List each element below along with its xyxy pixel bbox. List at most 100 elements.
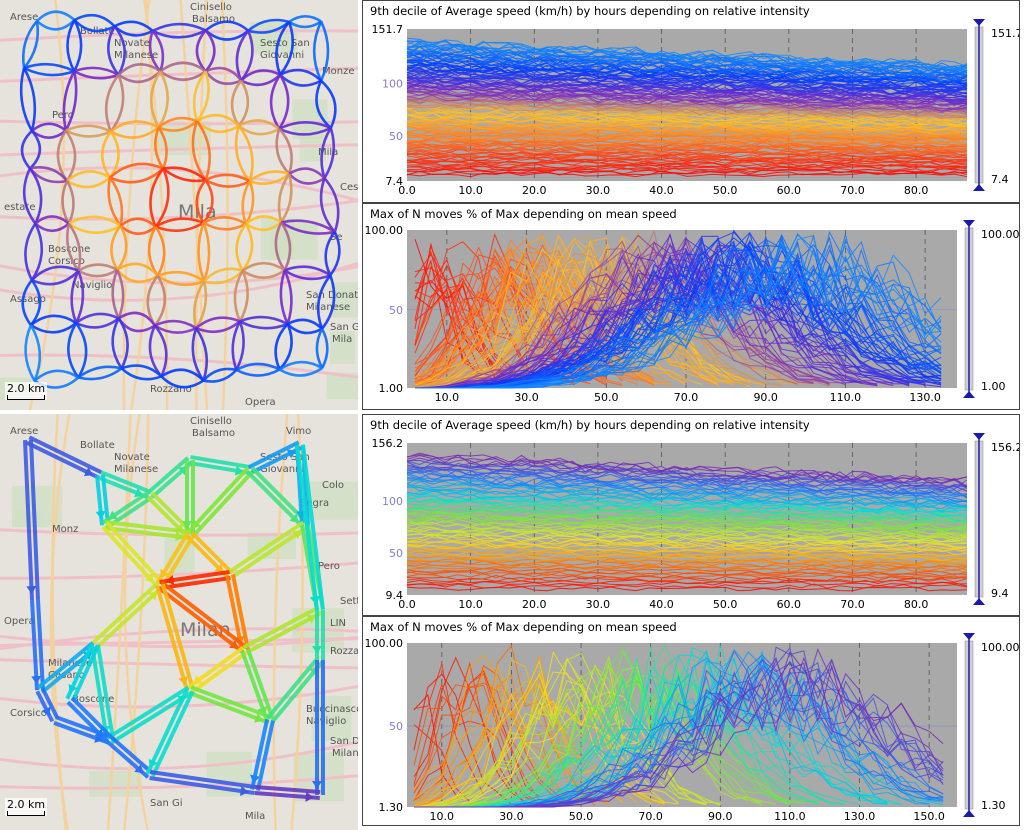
arrow-head [250, 774, 260, 784]
arrow-head [68, 683, 78, 694]
flow-arrow [242, 605, 320, 650]
flow-edge [67, 222, 82, 272]
series-line [406, 120, 968, 134]
flow-edge [275, 128, 291, 175]
flow-arrow [160, 575, 231, 590]
range-handle-bottom [963, 810, 975, 817]
flow-edge [159, 70, 207, 82]
map-place-label: Pero [318, 561, 340, 572]
map-place-label: Rozzano [150, 384, 192, 395]
y-tick-label: 100 [382, 77, 403, 90]
series-line [413, 659, 624, 807]
flow-arrow [295, 445, 320, 611]
range-max-label: 156.2 [991, 441, 1020, 454]
flow-edge [21, 20, 38, 69]
y-tick-label: 100.00 [365, 637, 404, 650]
flow-edge [193, 280, 206, 329]
flow-edge [235, 368, 281, 377]
x-tick-label: 70.0 [840, 184, 865, 197]
flow-edge [316, 274, 332, 330]
flow-arrow [245, 610, 323, 655]
y-tick-label: 1.00 [379, 382, 404, 395]
flow-edge [235, 320, 245, 371]
flow-edge [320, 127, 332, 179]
flow-edge [192, 70, 207, 122]
arrow-head [178, 675, 189, 686]
arrow-head [214, 563, 224, 573]
arrow-head [31, 675, 42, 685]
flow-edge [24, 324, 36, 382]
flow-edge [66, 176, 111, 189]
flow-edge [203, 369, 238, 383]
flow-edge [321, 274, 336, 330]
chart-plot[interactable]: 100.00 50 1.30 10.0 30.0 50.0 70.0 90.0 110.0 130… [363, 617, 1020, 826]
series-line [414, 248, 607, 384]
series-line [406, 530, 968, 544]
flow-edge [284, 265, 331, 277]
arrow-head [191, 519, 201, 529]
flow-edge [248, 170, 290, 183]
flow-edge [159, 61, 207, 73]
map-place-label: Opera [4, 616, 35, 627]
x-tick-label: 0.0 [398, 184, 416, 197]
map-view-bottom[interactable]: Cinisello Balsamo Arese Bollate Novate Milane… [0, 414, 358, 830]
y-tick-label: 100.00 [365, 224, 404, 237]
series-line [414, 647, 791, 808]
map-place-label: Segra [300, 498, 329, 509]
road [0, 774, 358, 790]
flow-edge [238, 119, 280, 130]
range-handle-top [963, 220, 975, 227]
flow-network [23, 435, 325, 802]
series-line [414, 662, 944, 808]
series-line [406, 518, 968, 535]
map-canvas[interactable]: CiniselloBalsamoAreseBollateNovateMilane… [0, 414, 358, 830]
flow-edge [64, 70, 78, 132]
map-place-label: Milanese [332, 748, 358, 759]
chart-title: Max of N moves % of Max depending on mea… [370, 620, 677, 634]
series-line [406, 573, 968, 580]
flow-arrow [30, 600, 40, 691]
map-scale-label: 2.0 km [7, 798, 46, 811]
series-line [413, 673, 512, 805]
chart-panel-speed-bottom: 9th decile of Average speed (km/h) by ho… [362, 414, 1020, 616]
map-place-label: Naviglio [72, 280, 112, 291]
flow-edge [70, 270, 80, 324]
chart-plot[interactable]: 100.00 50 1.00 10.0 30.0 50.0 70.0 90.0 110.0 130… [363, 204, 1020, 410]
flow-edge [36, 10, 76, 23]
map-place-label: Corsico [48, 256, 85, 267]
flow-arrow [23, 440, 35, 601]
flow-edge [315, 80, 332, 129]
flow-edge [233, 269, 244, 322]
flow-edge [245, 221, 283, 232]
series-group [406, 452, 968, 592]
map-view-top[interactable]: Cinisello Balsamo Arese Bollate Novate Milane… [0, 0, 358, 410]
flow-edge [283, 269, 293, 325]
flow-arrow [91, 581, 160, 645]
chart-title: Max of N moves % of Max depending on mea… [370, 207, 677, 221]
flow-edge [111, 269, 120, 319]
x-tick-label: 50.0 [713, 184, 738, 197]
flow-edge [75, 322, 88, 379]
map-place-label: Cinisello [190, 416, 232, 427]
flow-edge [319, 20, 330, 82]
flow-edge [65, 180, 75, 225]
map-place-label: Novate [114, 452, 150, 463]
arrow-head [312, 646, 322, 654]
arrow-head [312, 781, 322, 789]
flow-edge [244, 180, 255, 225]
map-place-label: San Gi [150, 798, 183, 809]
flow-edge [283, 269, 331, 281]
map-place-label: Colo [322, 480, 344, 491]
flow-arrow [107, 685, 190, 740]
road [0, 627, 358, 651]
range-handle-bottom [963, 391, 975, 398]
series-line [406, 509, 968, 530]
arrow-head [286, 449, 296, 459]
flow-edge [157, 70, 169, 129]
flow-edge [203, 267, 243, 283]
flow-edge [278, 360, 323, 371]
range-handle-bottom [973, 184, 985, 191]
map-canvas[interactable]: CiniselloBalsamoAreseBollateNovateMilane… [0, 0, 358, 410]
